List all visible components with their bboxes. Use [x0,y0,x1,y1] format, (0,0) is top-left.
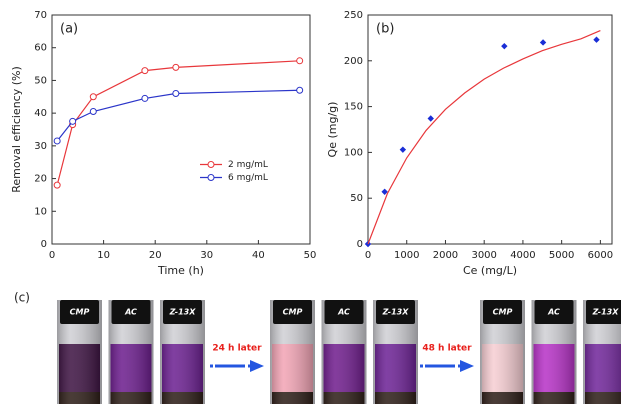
x-tick-label: 40 [252,250,265,261]
legend-marker [207,161,215,168]
arrow-head [460,360,474,372]
arrow-label: 24 h later [212,344,262,354]
marker [427,115,434,122]
legend-label: 2 mg/mL [228,160,268,170]
x-tick-label: 0 [365,250,371,261]
marker [172,90,180,98]
x-tick-label: 5000 [549,250,574,261]
vial-label: CMP [283,308,303,317]
marker [69,117,77,125]
marker [141,67,149,75]
y-tick-label: 20 [34,174,47,185]
x-tick-label: 10 [97,250,110,261]
marker [141,94,149,102]
vial: Z-13X [373,300,418,404]
x-tick-label: 4000 [510,250,535,261]
vial-label: CMP [70,308,90,317]
x-tick-label: 30 [200,250,213,261]
x-axis-label: Time (h) [157,264,204,277]
y-tick-label: 100 [344,147,363,158]
marker [399,146,407,153]
vial: CMP [480,300,525,404]
vial: CMP [57,300,102,404]
y-tick-label: 60 [34,43,47,54]
marker [89,93,97,101]
panel-label: (a) [60,22,78,37]
y-tick-label: 50 [350,193,363,204]
series-line [56,89,300,142]
vial-cap [534,300,574,324]
series-line [56,60,300,186]
y-tick-label: 0 [41,239,47,250]
y-tick-label: 70 [34,10,47,21]
vial-label: AC [124,308,137,317]
vial: CMP [270,300,315,404]
marker [53,137,61,145]
arrow-head [250,360,264,372]
marker [593,36,600,43]
x-tick-label: 3000 [471,250,496,261]
vial-cap [111,300,151,324]
y-axis-label: Removal efficiency (%) [10,66,23,193]
legend-label: 6 mg/mL [228,173,268,183]
vial-cap [324,300,364,324]
plot-frame [51,14,311,245]
y-tick-label: 150 [344,102,363,113]
vial: AC [108,300,154,404]
series-line [367,30,601,245]
y-tick-label: 50 [34,75,47,86]
x-tick-label: 2000 [433,250,458,261]
vial-label: AC [547,308,560,317]
y-tick-label: 250 [344,10,363,21]
x-tick-label: 20 [149,250,162,261]
panel-label: (c) [14,291,30,305]
marker [296,86,304,94]
y-tick-label: 0 [357,239,363,250]
vial-cap [273,300,312,324]
vial-label: Z-13X [382,308,410,317]
panel-label: (b) [376,22,394,37]
vial-label: CMP [493,308,513,317]
x-tick-label: 50 [304,250,317,261]
x-tick-label: 1000 [394,250,419,261]
x-axis-label: Ce (mg/L) [463,264,517,277]
legend-marker [207,174,215,181]
marker [53,181,61,189]
marker [381,188,388,195]
vial-cap [376,300,415,324]
arrow-label: 48 h later [422,344,472,354]
vial-cap [60,300,99,324]
vial: Z-13X [160,300,205,404]
y-tick-label: 200 [344,56,363,67]
x-tick-label: 6000 [588,250,613,261]
vial: AC [531,300,577,404]
y-tick-label: 40 [34,108,47,119]
y-tick-label: 30 [34,141,47,152]
vial: AC [321,300,367,404]
vial-label: Z-13X [169,308,197,317]
vial: Z-13X [583,300,621,404]
marker [172,63,180,71]
vial-cap [483,300,522,324]
marker [296,57,304,65]
marker [539,39,547,46]
vial-cap [163,300,202,324]
y-tick-label: 10 [34,206,47,217]
vial-label: Z-13X [592,308,620,317]
vial-label: AC [337,308,350,317]
vial-cap [586,300,621,324]
marker [501,42,508,50]
y-axis-label: Qe (mg/g) [326,102,339,158]
marker [89,108,97,116]
plot-frame [367,14,613,245]
x-tick-label: 0 [49,250,55,261]
